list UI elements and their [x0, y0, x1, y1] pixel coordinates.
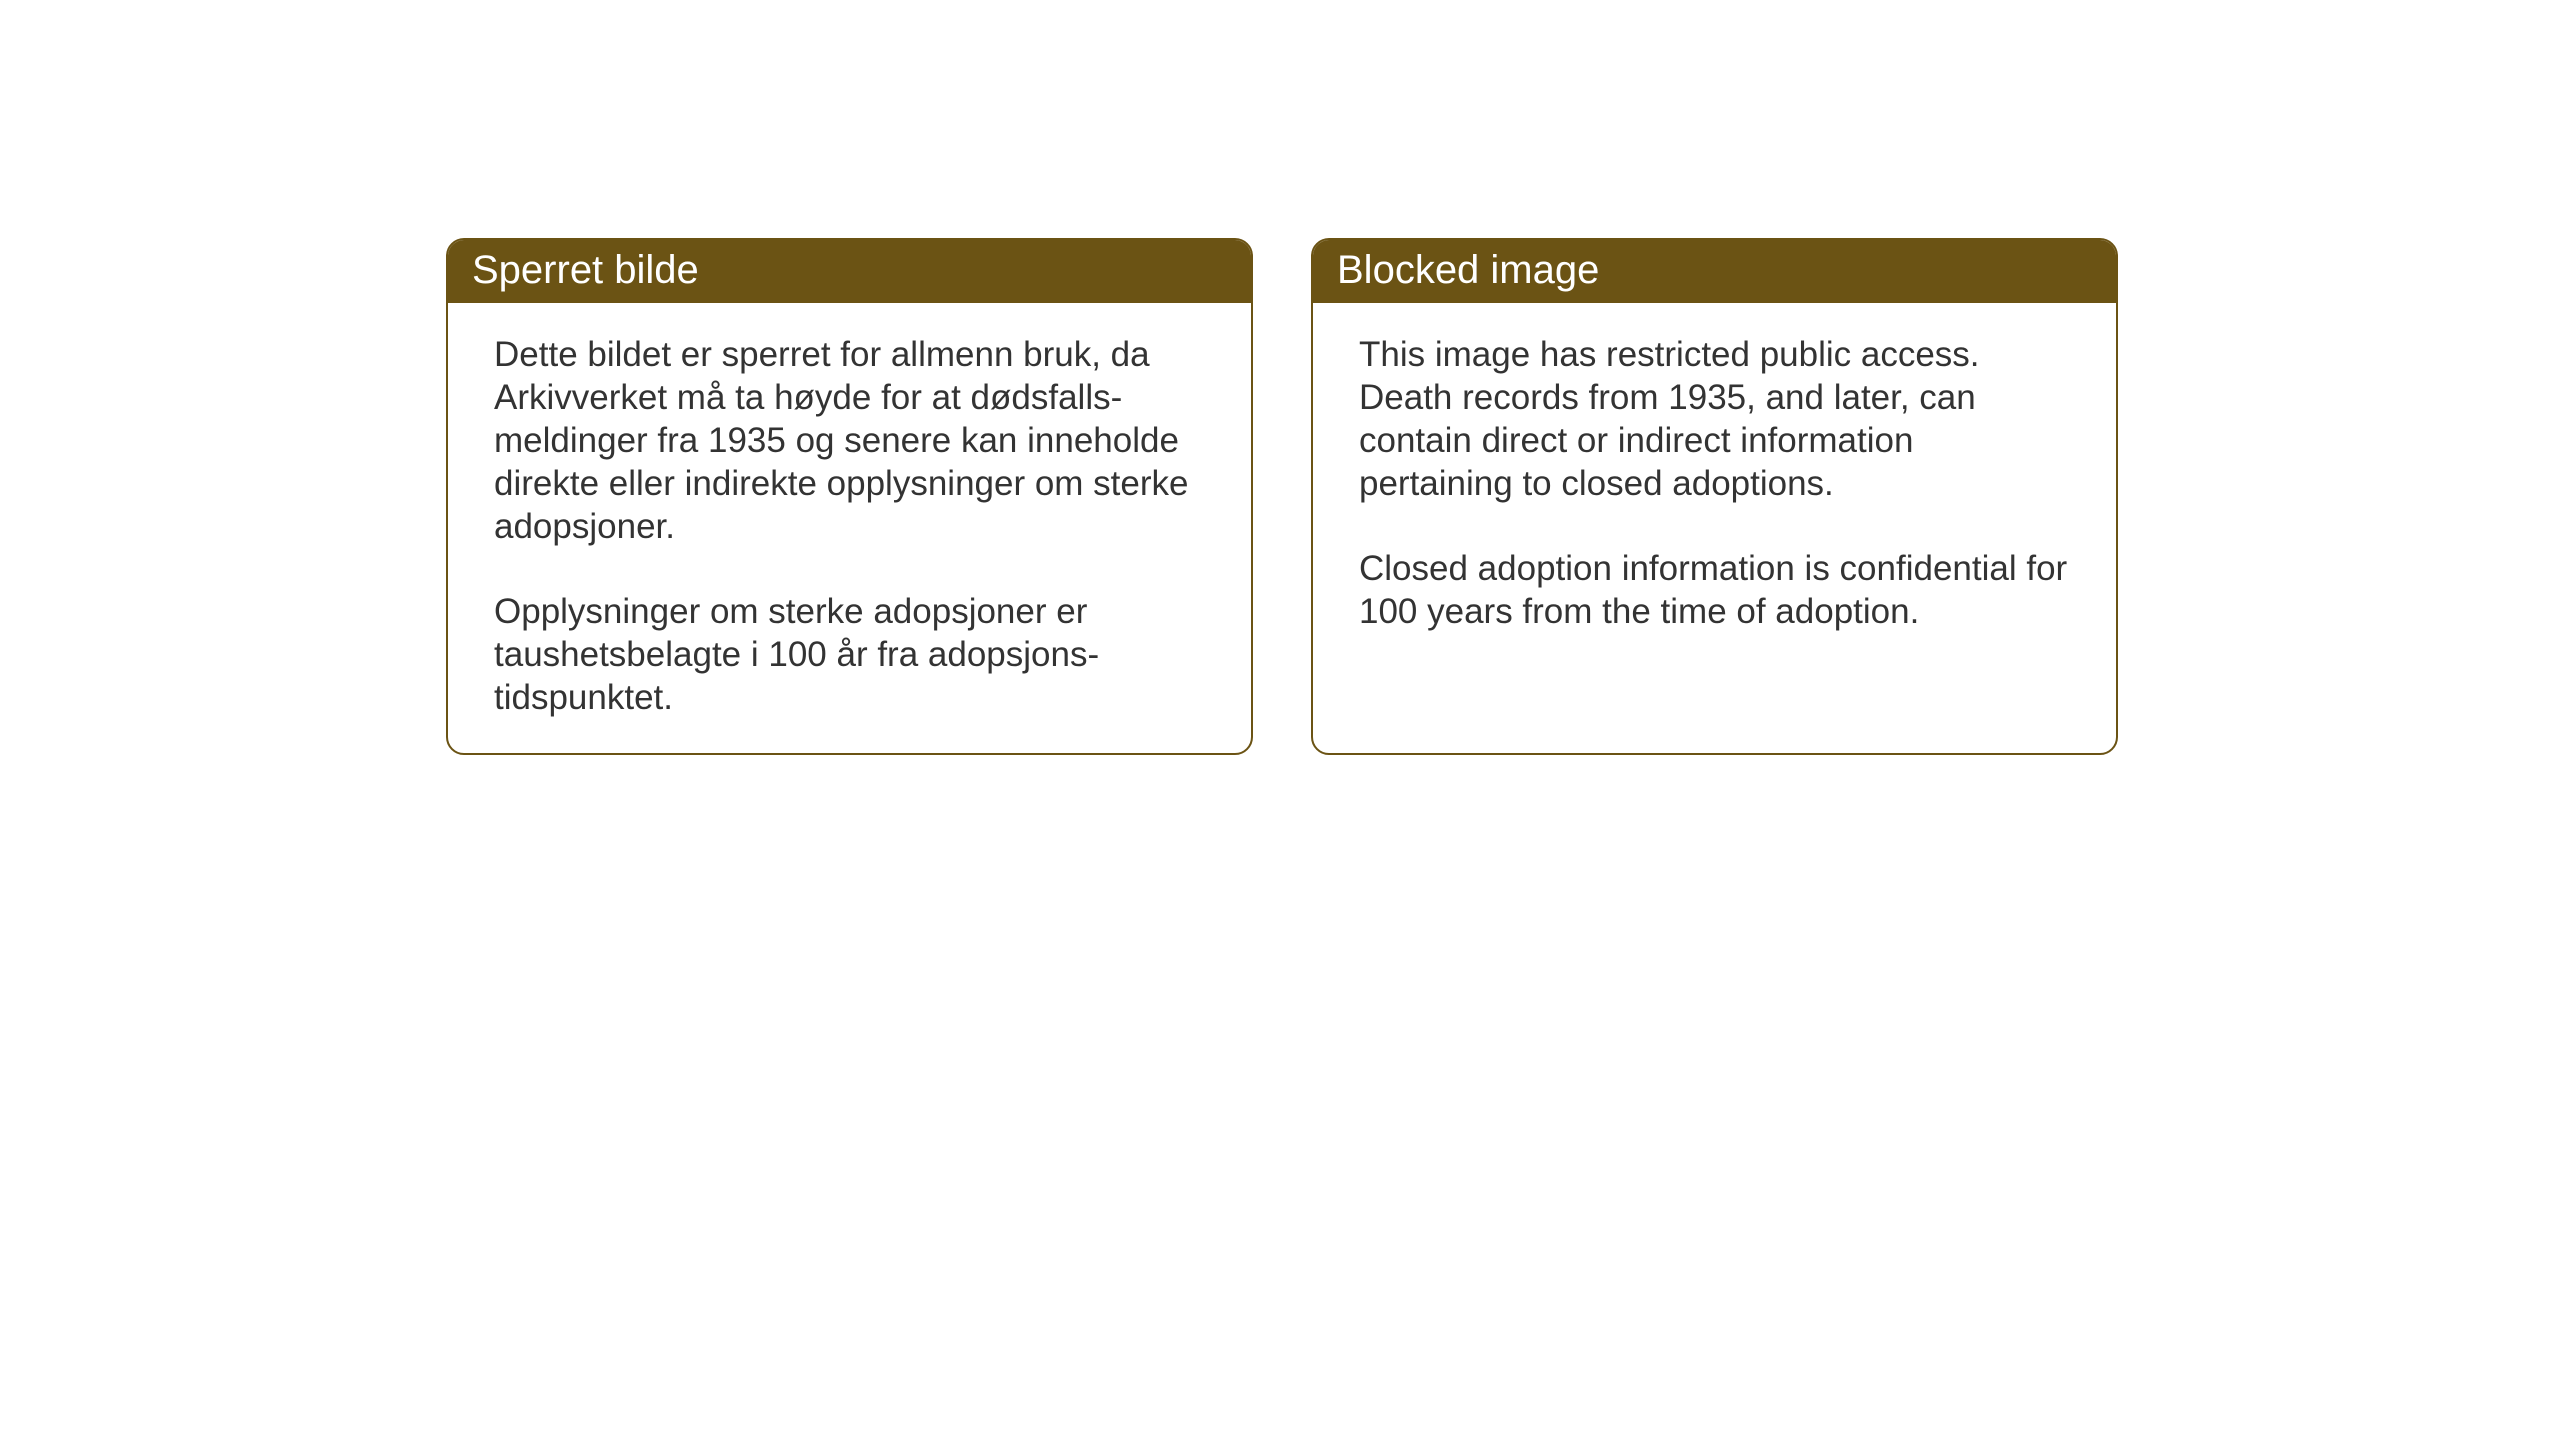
card-paragraph-2: Opplysninger om sterke adopsjoner er tau…	[494, 590, 1211, 719]
card-header-norwegian: Sperret bilde	[448, 240, 1251, 303]
notice-cards-container: Sperret bilde Dette bildet er sperret fo…	[446, 238, 2118, 755]
card-header-english: Blocked image	[1313, 240, 2116, 303]
notice-card-english: Blocked image This image has restricted …	[1311, 238, 2118, 755]
card-paragraph-2: Closed adoption information is confident…	[1359, 547, 2076, 633]
card-body-english: This image has restricted public access.…	[1313, 303, 2116, 667]
card-paragraph-1: Dette bildet er sperret for allmenn bruk…	[494, 333, 1211, 548]
card-body-norwegian: Dette bildet er sperret for allmenn bruk…	[448, 303, 1251, 753]
notice-card-norwegian: Sperret bilde Dette bildet er sperret fo…	[446, 238, 1253, 755]
card-paragraph-1: This image has restricted public access.…	[1359, 333, 2076, 505]
card-title: Blocked image	[1337, 248, 1599, 292]
card-title: Sperret bilde	[472, 248, 699, 292]
